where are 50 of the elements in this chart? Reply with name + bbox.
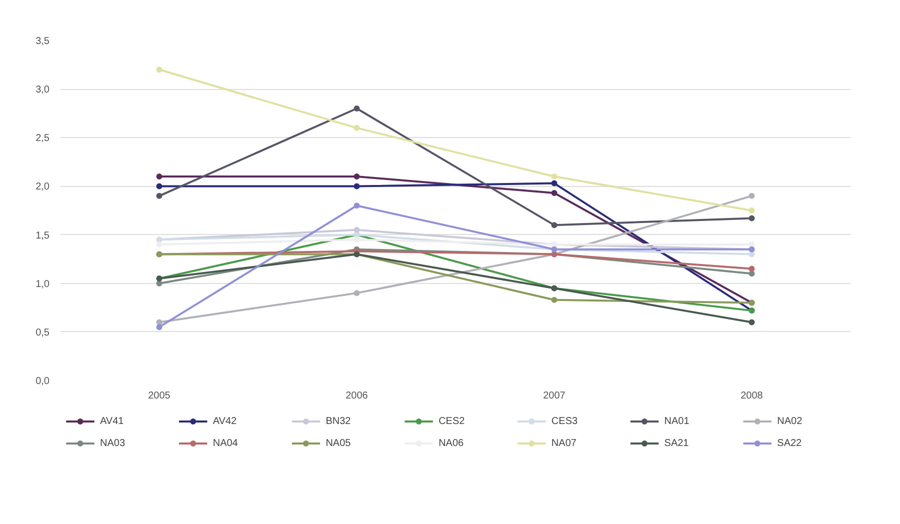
point (354, 236, 360, 243)
point (354, 183, 360, 190)
point (156, 242, 162, 248)
y-tick-label: 3,5 (36, 36, 50, 47)
legend-label: NA06 (438, 438, 464, 449)
point (354, 174, 360, 180)
legend-label: NA07 (551, 438, 577, 449)
y-tick-label: 1,0 (36, 278, 50, 290)
point (354, 106, 360, 112)
legend-label: SA22 (777, 438, 802, 449)
x-tick-label: 2006 (346, 390, 368, 402)
point (156, 66, 162, 73)
y-tick-label: 2,0 (36, 182, 50, 193)
y-tick-label: 0,5 (36, 327, 50, 338)
point (748, 266, 755, 272)
y-tick-label: 1,5 (36, 230, 50, 242)
y-tick-label: 3,0 (36, 84, 50, 96)
y-tick-label: 2,5 (36, 133, 50, 144)
legend-label: AV41 (100, 416, 124, 427)
legend-label: NA04 (212, 438, 238, 449)
legend-label: CES2 (438, 416, 466, 427)
legend-label: BN32 (326, 416, 352, 427)
y-tick-label: 0,0 (36, 376, 50, 387)
legend-label: NA03 (100, 438, 126, 449)
x-tick-label: 2007 (543, 390, 566, 402)
point (748, 319, 755, 326)
point (748, 192, 755, 199)
point (354, 124, 360, 131)
point (156, 192, 162, 199)
point (354, 290, 360, 296)
x-tick-label: 2005 (148, 390, 171, 402)
point (354, 202, 360, 209)
legend-label: SA21 (664, 438, 690, 449)
legend-label: NA01 (664, 416, 690, 427)
point (551, 222, 558, 228)
point (748, 208, 755, 214)
legend-label: AV42 (212, 416, 238, 427)
point (551, 174, 558, 180)
point (156, 174, 162, 180)
point (748, 215, 755, 222)
point (156, 324, 162, 330)
point (156, 183, 162, 190)
point (551, 190, 558, 196)
legend-label: NA05 (326, 438, 352, 449)
legend-label: CES3 (551, 416, 578, 427)
point (156, 319, 162, 326)
legend-label: NA02 (777, 416, 803, 427)
x-tick-label: 2008 (740, 390, 764, 402)
point (551, 180, 558, 186)
point (551, 296, 558, 303)
